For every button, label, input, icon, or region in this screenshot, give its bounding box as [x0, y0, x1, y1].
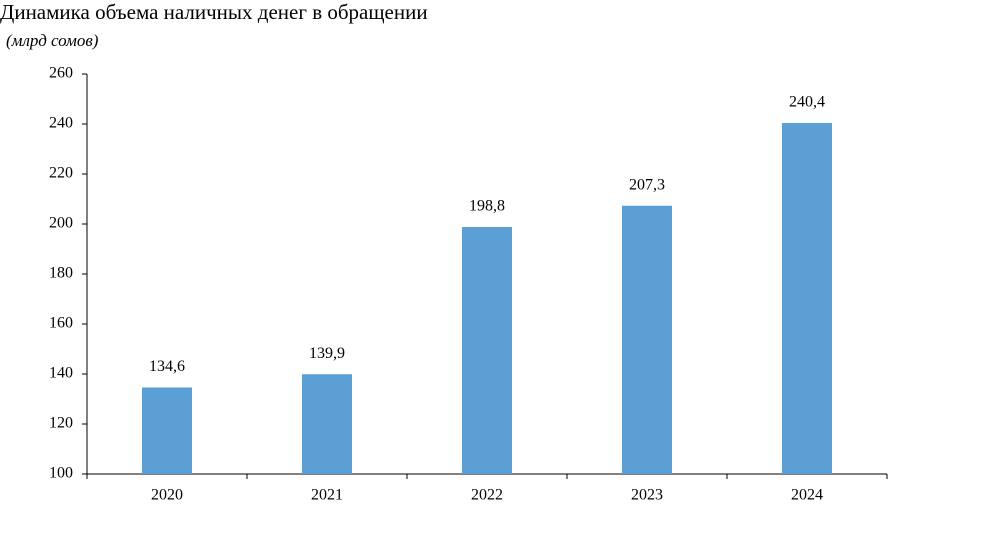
data-label: 139,9: [309, 345, 345, 362]
data-label: 240,4: [789, 94, 825, 111]
y-tick-label: 120: [49, 415, 73, 432]
data-label: 207,3: [629, 176, 665, 193]
x-tick-label: 2024: [791, 487, 823, 504]
chart-title: Динамика объема наличных денег в обращен…: [0, 0, 428, 24]
data-label: 134,6: [149, 358, 185, 375]
chart-subtitle: (млрд сомов): [6, 31, 99, 50]
x-tick-label: 2020: [151, 487, 183, 504]
x-tick-label: 2023: [631, 487, 663, 504]
y-tick-label: 240: [49, 115, 73, 132]
y-tick-label: 180: [49, 265, 73, 282]
y-tick-label: 220: [49, 165, 73, 182]
x-tick-label: 2021: [311, 487, 343, 504]
bar: [782, 123, 832, 474]
y-tick-label: 260: [49, 65, 73, 82]
y-tick-label: 200: [49, 215, 73, 232]
bar: [142, 387, 192, 474]
bar: [622, 205, 672, 474]
data-label: 198,8: [469, 198, 505, 215]
x-tick-label: 2022: [471, 487, 503, 504]
y-tick-label: 160: [49, 315, 73, 332]
bar: [462, 227, 512, 474]
bar: [302, 374, 352, 474]
y-tick-label: 140: [49, 365, 73, 382]
y-tick-label: 100: [49, 465, 73, 482]
